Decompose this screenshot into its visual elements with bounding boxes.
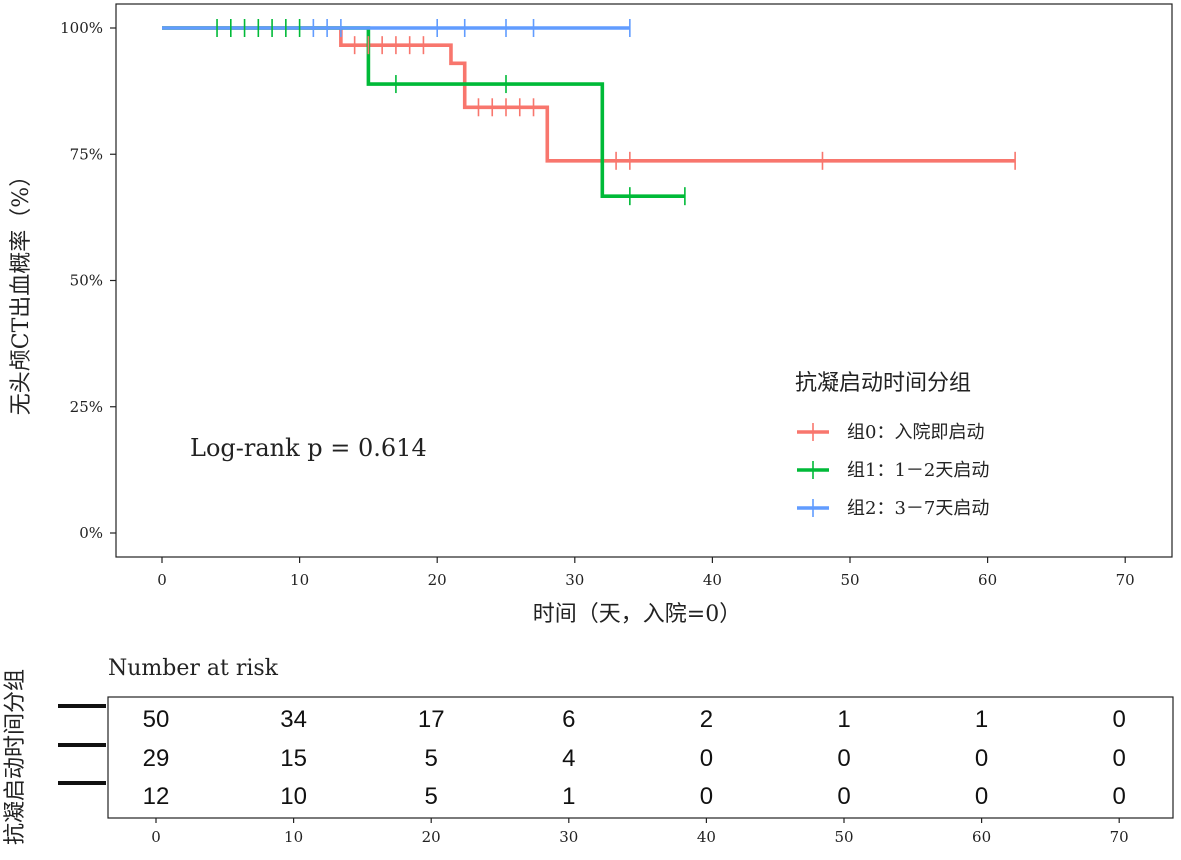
risk-count: 1 [562,783,575,810]
x-tick-label: 30 [565,571,584,589]
risk-x-tick-label: 30 [559,828,578,846]
risk-count: 0 [1113,745,1126,772]
y-tick-label: 50% [70,272,103,290]
y-axis-title: 无头颅CT出血概率（%） [9,165,34,415]
legend-label: 组0：入院即启动 [847,422,984,443]
risk-count: 5 [425,783,438,810]
risk-count: 0 [975,745,988,772]
risk-x-tick-label: 10 [284,828,303,846]
y-tick-label: 75% [70,145,103,163]
risk-count: 0 [700,783,713,810]
y-tick-label: 100% [60,19,103,37]
censor-marks [216,19,1016,206]
risk-count: 0 [700,745,713,772]
legend-label: 组2：3－7天启动 [847,498,989,519]
legend-title: 抗凝启动时间分组 [795,371,971,396]
x-tick-label: 50 [840,571,859,589]
risk-count: 1 [975,706,988,733]
plot-panel [115,3,1173,558]
risk-table-title: Number at risk [108,656,279,681]
risk-x-tick-label: 40 [697,828,716,846]
risk-table-panel [107,696,1174,819]
risk-count: 15 [280,745,307,772]
log-rank-annotation: Log-rank p = 0.614 [190,434,427,462]
risk-count: 6 [562,706,575,733]
risk-count: 29 [143,745,170,772]
x-tick-label: 10 [290,571,309,589]
risk-x-tick-label: 20 [422,828,441,846]
risk-count: 10 [280,783,307,810]
risk-count: 1 [837,706,850,733]
risk-table-y-title: 抗凝启动时间分组 [3,669,28,845]
risk-x-tick-label: 60 [972,828,991,846]
x-tick-label: 0 [157,571,167,589]
y-tick-label: 25% [70,398,103,416]
x-tick-label: 70 [1116,571,1135,589]
risk-count: 17 [418,706,445,733]
risk-count: 4 [562,745,575,772]
risk-x-tick-label: 50 [834,828,853,846]
risk-count: 0 [975,783,988,810]
risk-table: 50 34 17 6 2 1 1 029 15 5 4 0 0 0 012 10 5 1 0 0 0 00 10 20 30 40… [58,704,1129,846]
risk-count: 0 [837,783,850,810]
risk-count: 0 [837,745,850,772]
x-axis-title: 时间（天，入院=0） [533,602,741,627]
risk-count: 50 [143,706,170,733]
risk-x-tick-label: 0 [151,828,161,846]
risk-count: 2 [700,706,713,733]
x-tick-label: 20 [428,571,447,589]
risk-count: 34 [280,706,307,733]
x-tick-label: 40 [703,571,722,589]
legend-label: 组1：1－2天启动 [847,460,989,481]
y-tick-label: 0% [79,524,103,542]
main-axes: 0% 25% 50% 75% 100% 0 10 20 30 40 50 60 70 [60,19,1135,589]
risk-count: 0 [1113,783,1126,810]
x-tick-label: 60 [978,571,997,589]
risk-count: 12 [143,783,170,810]
risk-count: 5 [425,745,438,772]
risk-count: 0 [1113,706,1126,733]
risk-x-tick-label: 70 [1110,828,1129,846]
